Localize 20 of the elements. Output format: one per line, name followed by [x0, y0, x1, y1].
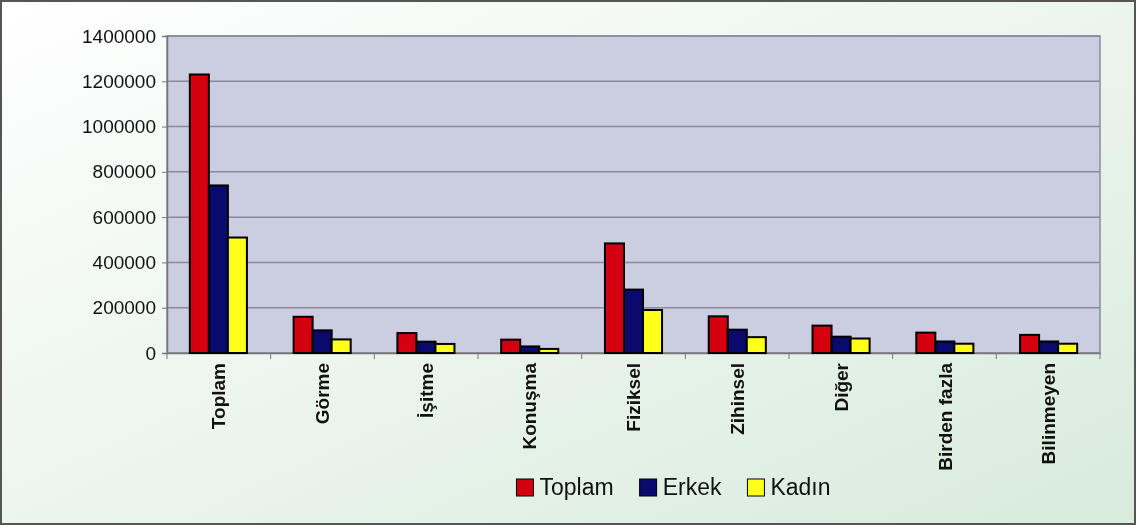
legend-label: Erkek — [662, 474, 722, 500]
y-tick-label: 800000 — [92, 161, 156, 183]
y-tick-label: 1400000 — [82, 25, 156, 47]
y-tick-label: 400000 — [92, 252, 156, 274]
y-tick-label: 1200000 — [82, 70, 156, 92]
x-tick-label: Zihinsel — [726, 363, 748, 435]
x-tick-label: Toplam — [208, 363, 230, 430]
legend-label: Toplam — [539, 474, 614, 500]
x-tick-label: Fiziksel — [623, 363, 645, 432]
x-tick-label: Konuşma — [519, 362, 541, 450]
y-tick-label: 1000000 — [82, 116, 156, 138]
y-tick-label: 600000 — [92, 206, 156, 228]
x-tick-label: Görme — [311, 363, 333, 425]
legend-label: Kadın — [770, 474, 831, 500]
x-tick-label: İşitme — [415, 363, 437, 418]
x-tick-label: Birden fazla — [934, 362, 956, 471]
y-tick-label: 0 — [145, 342, 156, 364]
x-tick-label: Diğer — [830, 362, 852, 412]
x-tick-label: Bilinmeyen — [1038, 363, 1060, 465]
y-tick-label: 200000 — [92, 297, 156, 319]
